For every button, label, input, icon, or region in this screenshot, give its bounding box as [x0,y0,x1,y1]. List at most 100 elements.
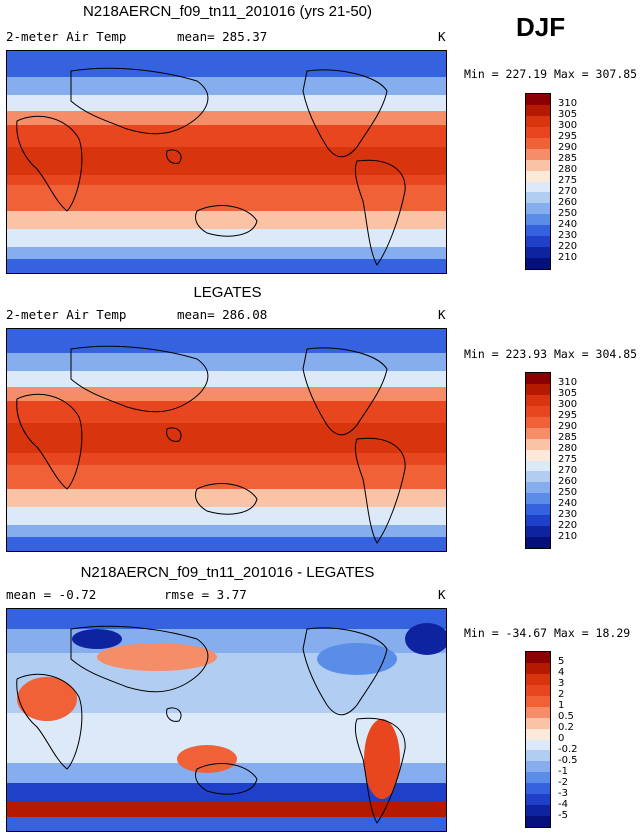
panel1-colorbar-label: 305 [558,109,578,120]
panel1-colorbar-label: 270 [558,186,578,197]
panel2-colorbar-label: 305 [558,388,578,399]
panel1-colorbar-label: 285 [558,153,578,164]
panel3-swatch-12 [526,783,550,795]
panel3-swatch-2 [526,673,550,685]
panel2-swatch-12 [526,504,550,516]
panel1-swatch-6 [526,159,550,171]
panel1-swatch-12 [526,225,550,237]
panel3-colorbar-label: 2 [558,689,565,700]
panel1-minmax: Min = 227.19 Max = 307.85 [464,67,638,81]
panel1-colorbar-label: 250 [558,208,578,219]
panel2-mean-label: mean= 286.08 [177,307,268,322]
panel2-colorbar-label: 240 [558,498,578,509]
panel2-colorbar-label: 220 [558,520,578,531]
panel1-swatch-8 [526,181,550,193]
panel1-colorbar-label: 275 [558,175,578,186]
panel3-colorbar [525,651,551,828]
panel2-colorbar-label: 230 [558,509,578,520]
panel2-colorbar-label: 310 [558,377,578,388]
panel1-variable-label: 2-meter Air Temp [6,29,127,44]
panel2-map-svg [7,329,446,551]
panel1-colorbar-label: 240 [558,219,578,230]
panel1-swatch-14 [526,247,550,259]
panel3-colorbar-label: 0.2 [558,722,574,733]
panel1-swatch-2 [526,115,550,127]
panel1-swatch-10 [526,203,550,215]
panel3-swatch-1 [526,662,550,674]
panel2-swatch-4 [526,416,550,428]
panel3-colorbar-label: -2 [558,777,568,788]
panel2-colorbar-label: 275 [558,454,578,465]
panel3-title: N218AERCN_f09_tn11_201016 - LEGATES [80,564,375,581]
panel2-colorbar-label: 285 [558,432,578,443]
panel3-map [6,608,447,832]
panel2-swatch-13 [526,515,550,527]
panel3-colorbar-label: -0.5 [558,755,578,766]
panel2-colorbar-label: 290 [558,421,578,432]
panel1-swatch-5 [526,148,550,160]
panel3-swatch-3 [526,684,550,696]
panel3-colorbar-label: 0.5 [558,711,574,722]
panel3-swatch-7 [526,728,550,740]
panel1-map [6,50,447,274]
panel1-colorbar-label: 220 [558,241,578,252]
panel2-swatch-2 [526,394,550,406]
panel2-colorbar-label: 300 [558,399,578,410]
panel1-title: N218AERCN_f09_tn11_201016 (yrs 21-50) [82,3,373,20]
panel3-swatch-15 [526,816,550,827]
panel1-swatch-1 [526,104,550,116]
panel2-swatch-8 [526,460,550,472]
panel1-colorbar-label: 290 [558,142,578,153]
panel2-colorbar-label: 260 [558,476,578,487]
panel3-swatch-5 [526,706,550,718]
panel3-map-svg [7,609,446,831]
panel3-swatch-0 [526,652,550,663]
panel3-colorbar-label: 1 [558,700,565,711]
panel1-swatch-3 [526,126,550,138]
panel3-colorbar-labels: 5 4 3 2 1 0.5 0.2 0 -0.2 -0.5 -1 -2 -3 -… [558,651,598,828]
panel2-swatch-11 [526,493,550,505]
panel3-swatch-8 [526,739,550,751]
panel2-swatch-0 [526,373,550,384]
panel1-colorbar-label: 280 [558,164,578,175]
panel3-colorbar-label: -0.2 [558,744,578,755]
panel2-colorbar-label: 210 [558,531,578,542]
panel2-colorbar-label: 295 [558,410,578,421]
panel2-swatch-7 [526,449,550,461]
panel1-colorbar-label: 295 [558,131,578,142]
panel3-colorbar-label: 3 [558,678,565,689]
panel3-swatch-11 [526,772,550,784]
panel2-colorbar [525,372,551,549]
panel1-map-svg [7,51,446,273]
panel1-colorbar-labels: 310 305 300 295 290 285 280 275 270 260 … [558,93,598,270]
panel2-swatch-3 [526,405,550,417]
panel1-colorbar-label: 300 [558,120,578,131]
panel3-swatch-10 [526,761,550,773]
panel1-swatch-4 [526,137,550,149]
panel2-variable-label: 2-meter Air Temp [6,307,127,322]
panel3-colorbar-label: -3 [558,788,568,799]
season-label: DJF [516,12,566,42]
panel2-swatch-9 [526,471,550,483]
panel2-minmax: Min = 223.93 Max = 304.85 [464,347,638,361]
panel2-swatch-15 [526,537,550,548]
panel1-swatch-15 [526,258,550,269]
panel2-colorbar-labels: 310 305 300 295 290 285 280 275 270 260 … [558,372,598,549]
panel3-minmax: Min = -34.67 Max = 18.29 [464,626,631,640]
panel1-swatch-11 [526,214,550,226]
panel3-units-label: K [438,587,446,602]
panel1-swatch-7 [526,170,550,182]
panel3-mean-label: mean = -0.72 [6,587,97,602]
panel3-colorbar-label: -4 [558,799,568,810]
panel3-swatch-4 [526,695,550,707]
panel1-colorbar-label: 230 [558,230,578,241]
panel2-swatch-14 [526,526,550,538]
panel1-colorbar-label: 260 [558,197,578,208]
panel2-swatch-10 [526,482,550,494]
panel1-mean-label: mean= 285.37 [177,29,268,44]
panel1-colorbar [525,93,551,270]
panel2-colorbar-label: 280 [558,443,578,454]
panel3-swatch-14 [526,805,550,817]
panel2-map [6,328,447,552]
panel3-colorbar-label: 4 [558,667,565,678]
